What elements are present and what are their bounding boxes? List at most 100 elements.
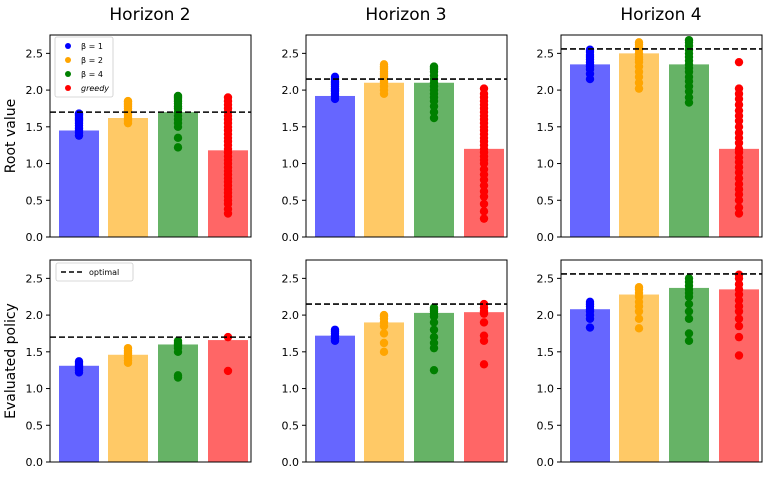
point-greedy [734, 100, 744, 109]
point-greedy [734, 128, 744, 137]
point-beta-1 [74, 357, 84, 366]
point-greedy [734, 302, 744, 311]
point-beta-2 [634, 38, 644, 47]
y-tick-label: 2.5 [282, 272, 300, 285]
y-tick-label: 0.0 [537, 231, 555, 244]
point-greedy [734, 203, 744, 212]
point-greedy [479, 318, 489, 327]
point-greedy [734, 280, 744, 289]
y-tick-label: 1.0 [537, 383, 555, 396]
point-beta-2 [634, 282, 644, 292]
point-greedy [734, 321, 744, 331]
point-greedy [479, 299, 489, 309]
point-beta-4 [173, 133, 183, 143]
point-beta-4 [684, 336, 694, 345]
y-tick-label: 1.5 [282, 346, 300, 359]
point-greedy [479, 187, 489, 196]
y-tick-label: 1.0 [282, 383, 300, 396]
point-greedy [734, 84, 744, 93]
point-beta-2 [379, 310, 389, 320]
legend-optimal-frame [55, 262, 134, 282]
bar-beta-2 [108, 118, 148, 237]
panel-6: 0.0 0.5 1.0 1.5 2.0 2.5 [537, 259, 763, 469]
point-greedy [479, 84, 489, 93]
legend-label-beta-1: β = 1 [81, 42, 103, 51]
point-greedy [479, 214, 489, 223]
bar-beta-4 [158, 112, 198, 237]
y-tick-label: 0.5 [26, 419, 44, 432]
point-beta-1 [585, 323, 595, 332]
point-beta-1 [74, 109, 84, 118]
y-tick-label: 2.0 [537, 84, 555, 97]
point-greedy [734, 57, 744, 67]
axes-frame [49, 259, 252, 463]
point-greedy [734, 196, 744, 205]
point-greedy [223, 332, 233, 342]
panel-1: 0.0 0.5 1.0 1.5 2.0 2.5 [26, 34, 252, 244]
point-greedy [734, 209, 744, 218]
bar-beta-4 [158, 344, 198, 462]
y-tick-label: 0.0 [537, 456, 555, 469]
point-beta-4 [684, 35, 694, 45]
bar-beta-1 [315, 335, 355, 462]
point-greedy [734, 296, 744, 305]
y-tick-label: 1.5 [537, 346, 555, 359]
point-greedy [223, 366, 233, 376]
row-label-root-value: Root value [3, 99, 19, 173]
point-greedy [734, 179, 744, 189]
point-beta-4 [684, 299, 694, 309]
panels-group: 0.0 0.5 1.0 1.5 2.0 2.5 0.0 0.5 1.0 1.5 2.0 2.5 0.0 0… [26, 34, 763, 469]
y-tick-label: 0.0 [282, 231, 300, 244]
y-tick-label: 1.5 [26, 121, 44, 134]
row-label-evaluated-policy: Evaluated policy [3, 303, 19, 419]
y-tick-label: 0.5 [537, 419, 555, 432]
point-beta-4 [684, 274, 694, 283]
y-tick-label: 1.5 [282, 121, 300, 134]
axes-frame [560, 259, 763, 463]
axes-frame [305, 34, 508, 238]
legend-label-beta-4: β = 4 [81, 70, 103, 79]
column-title-3: Horizon 4 [620, 5, 701, 25]
column-title-1: Horizon 2 [109, 5, 190, 25]
legend-marker-beta-1 [65, 43, 71, 49]
point-beta-4 [173, 143, 183, 152]
point-beta-4 [173, 336, 183, 345]
point-beta-2 [379, 338, 389, 348]
y-tick-label: 0.0 [26, 456, 44, 469]
point-greedy [734, 270, 744, 279]
panel-4: 0.0 0.5 1.0 1.5 2.0 2.5 [26, 259, 252, 469]
y-tick-label: 0.0 [282, 456, 300, 469]
y-tick-label: 2.0 [282, 84, 300, 97]
point-beta-4 [173, 371, 183, 380]
y-tick-label: 1.0 [26, 383, 44, 396]
y-tick-label: 0.5 [537, 194, 555, 207]
point-greedy [479, 165, 489, 174]
y-tick-label: 2.5 [26, 47, 44, 60]
point-greedy [479, 331, 489, 340]
axes-frame [305, 259, 508, 463]
bar-greedy [208, 340, 248, 462]
point-greedy [734, 351, 744, 360]
panel-5: 0.0 0.5 1.0 1.5 2.0 2.5 [282, 259, 508, 469]
point-beta-2 [634, 314, 644, 323]
legend-methods: β = 1 β = 2 β = 4 greedy [54, 36, 114, 98]
y-tick-label: 0.5 [26, 194, 44, 207]
y-tick-label: 2.0 [282, 309, 300, 322]
point-beta-4 [684, 93, 694, 102]
point-beta-4 [429, 62, 439, 71]
y-tick-label: 2.5 [282, 47, 300, 60]
y-tick-label: 0.5 [282, 419, 300, 432]
point-beta-1 [585, 297, 595, 307]
point-beta-2 [123, 96, 133, 106]
legend-label-beta-2: β = 2 [81, 56, 103, 65]
legend-label-greedy: greedy [81, 84, 109, 93]
point-beta-2 [379, 329, 389, 338]
y-tick-label: 1.5 [537, 121, 555, 134]
bar-beta-2 [108, 354, 148, 462]
point-beta-1 [330, 325, 340, 334]
bar-beta-1 [59, 130, 99, 237]
point-beta-2 [379, 60, 389, 69]
y-tick-label: 1.5 [26, 346, 44, 359]
point-beta-4 [429, 318, 439, 327]
